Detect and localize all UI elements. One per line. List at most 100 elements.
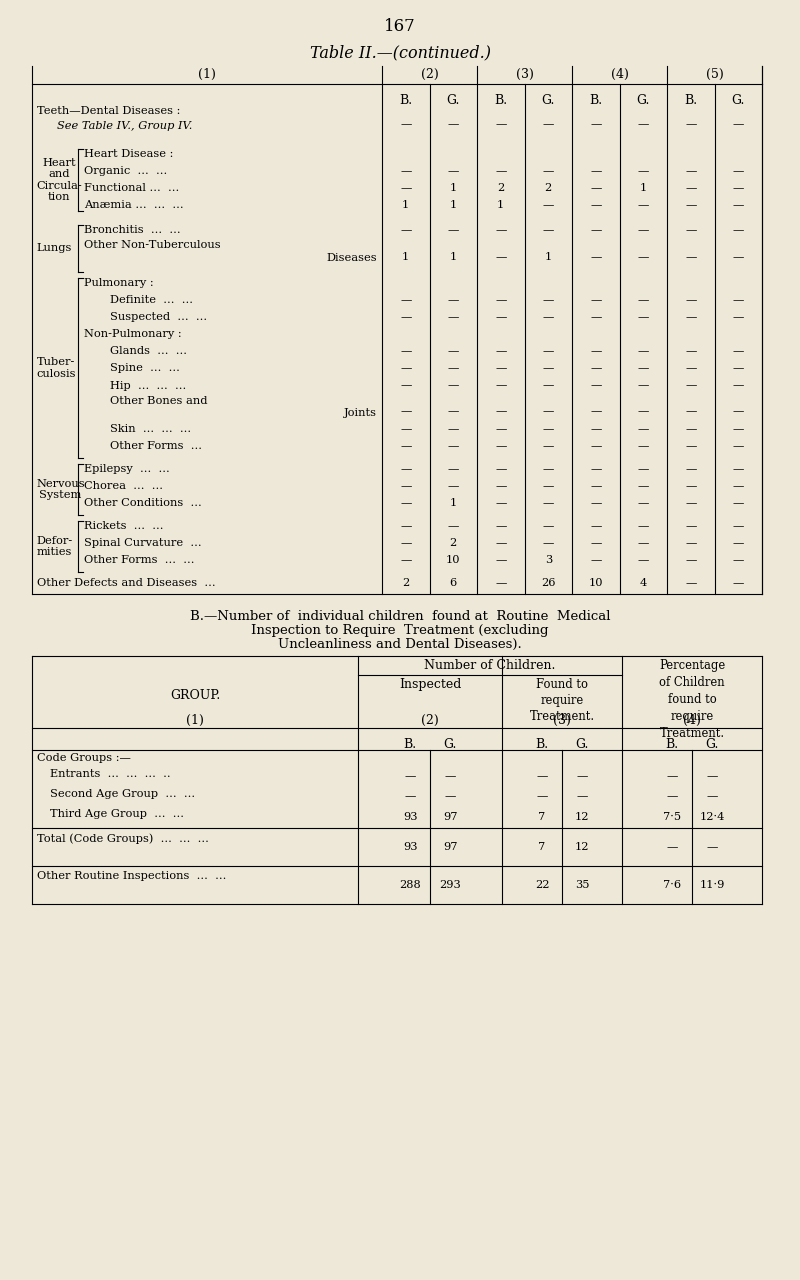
- Text: —: —: [542, 312, 554, 323]
- Text: —: —: [495, 380, 506, 390]
- Text: —: —: [733, 119, 744, 129]
- Text: —: —: [444, 771, 456, 781]
- Text: —: —: [400, 347, 411, 356]
- Text: —: —: [447, 481, 459, 492]
- Text: B.: B.: [666, 739, 678, 751]
- Text: —: —: [666, 791, 678, 801]
- Text: 293: 293: [439, 879, 461, 890]
- Text: (3): (3): [515, 68, 534, 81]
- Text: Found to
require
Treatment.: Found to require Treatment.: [530, 678, 594, 723]
- Text: —: —: [638, 424, 649, 434]
- Text: —: —: [400, 465, 411, 474]
- Text: GROUP.: GROUP.: [170, 689, 220, 701]
- Text: —: —: [400, 166, 411, 175]
- Text: Pulmonary :: Pulmonary :: [84, 278, 154, 288]
- Text: 2: 2: [497, 183, 504, 193]
- Text: (1): (1): [186, 714, 204, 727]
- Text: —: —: [638, 442, 649, 452]
- Text: —: —: [590, 538, 602, 548]
- Text: Functional ...  ...: Functional ... ...: [84, 183, 179, 193]
- Text: —: —: [400, 442, 411, 452]
- Text: —: —: [495, 407, 506, 416]
- Text: —: —: [542, 442, 554, 452]
- Text: 167: 167: [384, 18, 416, 35]
- Text: —: —: [542, 347, 554, 356]
- Text: —: —: [638, 200, 649, 210]
- Text: —: —: [495, 166, 506, 175]
- Text: B.: B.: [399, 93, 412, 108]
- Text: 1: 1: [640, 183, 647, 193]
- Text: G.: G.: [443, 739, 457, 751]
- Text: —: —: [447, 364, 459, 374]
- Text: —: —: [590, 347, 602, 356]
- Text: —: —: [590, 200, 602, 210]
- Text: —: —: [733, 465, 744, 474]
- Text: G.: G.: [542, 93, 555, 108]
- Text: G.: G.: [575, 739, 589, 751]
- Text: Definite  ...  ...: Definite ... ...: [110, 296, 193, 305]
- Text: Other Forms  ...  ...: Other Forms ... ...: [84, 556, 194, 566]
- Text: —: —: [542, 364, 554, 374]
- Text: —: —: [447, 442, 459, 452]
- Text: —: —: [638, 119, 649, 129]
- Text: 12: 12: [574, 812, 590, 822]
- Text: —: —: [733, 183, 744, 193]
- Text: Tuber-
culosis: Tuber- culosis: [36, 357, 75, 379]
- Text: —: —: [542, 498, 554, 508]
- Text: —: —: [638, 521, 649, 531]
- Text: —: —: [536, 791, 548, 801]
- Text: —: —: [542, 200, 554, 210]
- Text: Other Defects and Diseases  ...: Other Defects and Diseases ...: [37, 579, 216, 589]
- Text: —: —: [733, 538, 744, 548]
- Text: —: —: [685, 556, 697, 566]
- Text: —: —: [542, 424, 554, 434]
- Text: —: —: [495, 579, 506, 589]
- Text: Third Age Group  ...  ...: Third Age Group ... ...: [50, 809, 184, 819]
- Text: B.: B.: [589, 93, 602, 108]
- Text: Joints: Joints: [344, 408, 377, 419]
- Text: —: —: [400, 481, 411, 492]
- Text: —: —: [638, 166, 649, 175]
- Text: —: —: [400, 498, 411, 508]
- Text: Uncleanliness and Dental Diseases).: Uncleanliness and Dental Diseases).: [278, 637, 522, 652]
- Text: Heart Disease :: Heart Disease :: [84, 148, 174, 159]
- Text: —: —: [638, 364, 649, 374]
- Text: Rickets  ...  ...: Rickets ... ...: [84, 521, 163, 531]
- Text: —: —: [495, 424, 506, 434]
- Text: —: —: [685, 579, 697, 589]
- Text: 12·4: 12·4: [699, 812, 725, 822]
- Text: 1: 1: [402, 200, 410, 210]
- Text: 288: 288: [399, 879, 421, 890]
- Text: —: —: [590, 498, 602, 508]
- Text: B.: B.: [684, 93, 698, 108]
- Text: —: —: [542, 521, 554, 531]
- Text: —: —: [638, 407, 649, 416]
- Text: —: —: [542, 481, 554, 492]
- Text: —: —: [590, 225, 602, 234]
- Text: —: —: [685, 380, 697, 390]
- Text: Skin  ...  ...  ...: Skin ... ... ...: [110, 424, 191, 434]
- Text: 93: 93: [402, 812, 418, 822]
- Text: 7·6: 7·6: [663, 879, 681, 890]
- Text: —: —: [495, 481, 506, 492]
- Text: —: —: [542, 465, 554, 474]
- Text: —: —: [400, 225, 411, 234]
- Text: Teeth—Dental Diseases :: Teeth—Dental Diseases :: [37, 106, 180, 115]
- Text: —: —: [685, 364, 697, 374]
- Text: 1: 1: [497, 200, 504, 210]
- Text: —: —: [706, 791, 718, 801]
- Text: —: —: [733, 347, 744, 356]
- Text: 1: 1: [545, 252, 552, 261]
- Text: —: —: [576, 771, 588, 781]
- Text: —: —: [733, 579, 744, 589]
- Text: —: —: [495, 538, 506, 548]
- Text: —: —: [400, 296, 411, 305]
- Text: —: —: [706, 771, 718, 781]
- Text: —: —: [542, 538, 554, 548]
- Text: —: —: [590, 296, 602, 305]
- Text: See Table IV., Group IV.: See Table IV., Group IV.: [57, 122, 192, 132]
- Text: —: —: [733, 481, 744, 492]
- Text: 93: 93: [402, 842, 418, 852]
- Text: —: —: [400, 424, 411, 434]
- Text: —: —: [590, 380, 602, 390]
